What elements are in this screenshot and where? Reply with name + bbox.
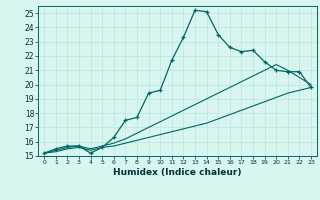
X-axis label: Humidex (Indice chaleur): Humidex (Indice chaleur) <box>113 168 242 177</box>
